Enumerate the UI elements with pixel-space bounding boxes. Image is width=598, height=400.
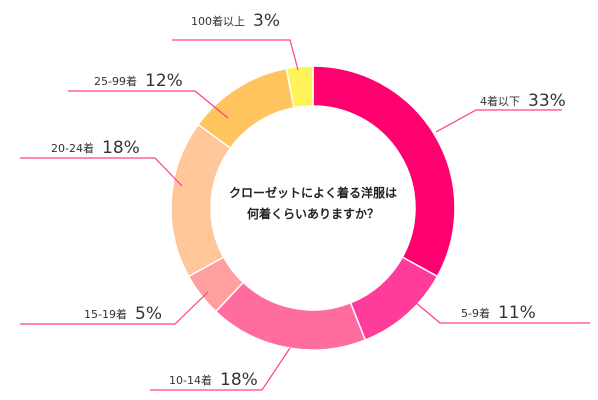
- value-label-6: 12%: [145, 71, 183, 91]
- leader-line-2: [414, 301, 590, 324]
- leader-line-7: [172, 39, 299, 71]
- value-label-2: 11%: [498, 303, 536, 323]
- leader-line-5: [20, 157, 183, 187]
- slice-5: [170, 123, 232, 278]
- category-label-6: 25-99着: [94, 74, 137, 88]
- category-label-7: 100着以上: [191, 14, 245, 28]
- value-label-1: 33%: [528, 91, 566, 111]
- leader-line-4: [20, 291, 209, 325]
- value-label-4: 5%: [135, 304, 162, 324]
- slice-7: [285, 65, 314, 109]
- slice-1: [312, 65, 456, 278]
- donut-slices: [170, 65, 456, 351]
- category-label-1: 4着以下: [480, 94, 520, 108]
- chart-question-line-2: 何着くらいありますか？: [247, 206, 379, 221]
- value-label-7: 3%: [253, 11, 280, 31]
- leader-line-6: [68, 90, 229, 119]
- slice-2: [349, 256, 439, 342]
- leader-line-3: [150, 347, 291, 391]
- leader-line-1: [435, 109, 562, 133]
- value-label-3: 18%: [220, 370, 258, 390]
- chart-question-line-1: クローゼットによく着る洋服は: [229, 185, 397, 200]
- category-label-4: 15-19着: [84, 307, 127, 321]
- slice-labels: 4着以下 33% 5-9着 11% 10-14着 18% 15-19着 5% 20-24着 18%…: [51, 11, 566, 390]
- leader-lines: [20, 39, 590, 391]
- category-label-5: 20-24着: [51, 141, 94, 155]
- category-label-2: 5-9着: [461, 306, 490, 320]
- category-label-3: 10-14着: [169, 373, 212, 387]
- value-label-5: 18%: [102, 138, 140, 158]
- slice-3: [214, 281, 367, 351]
